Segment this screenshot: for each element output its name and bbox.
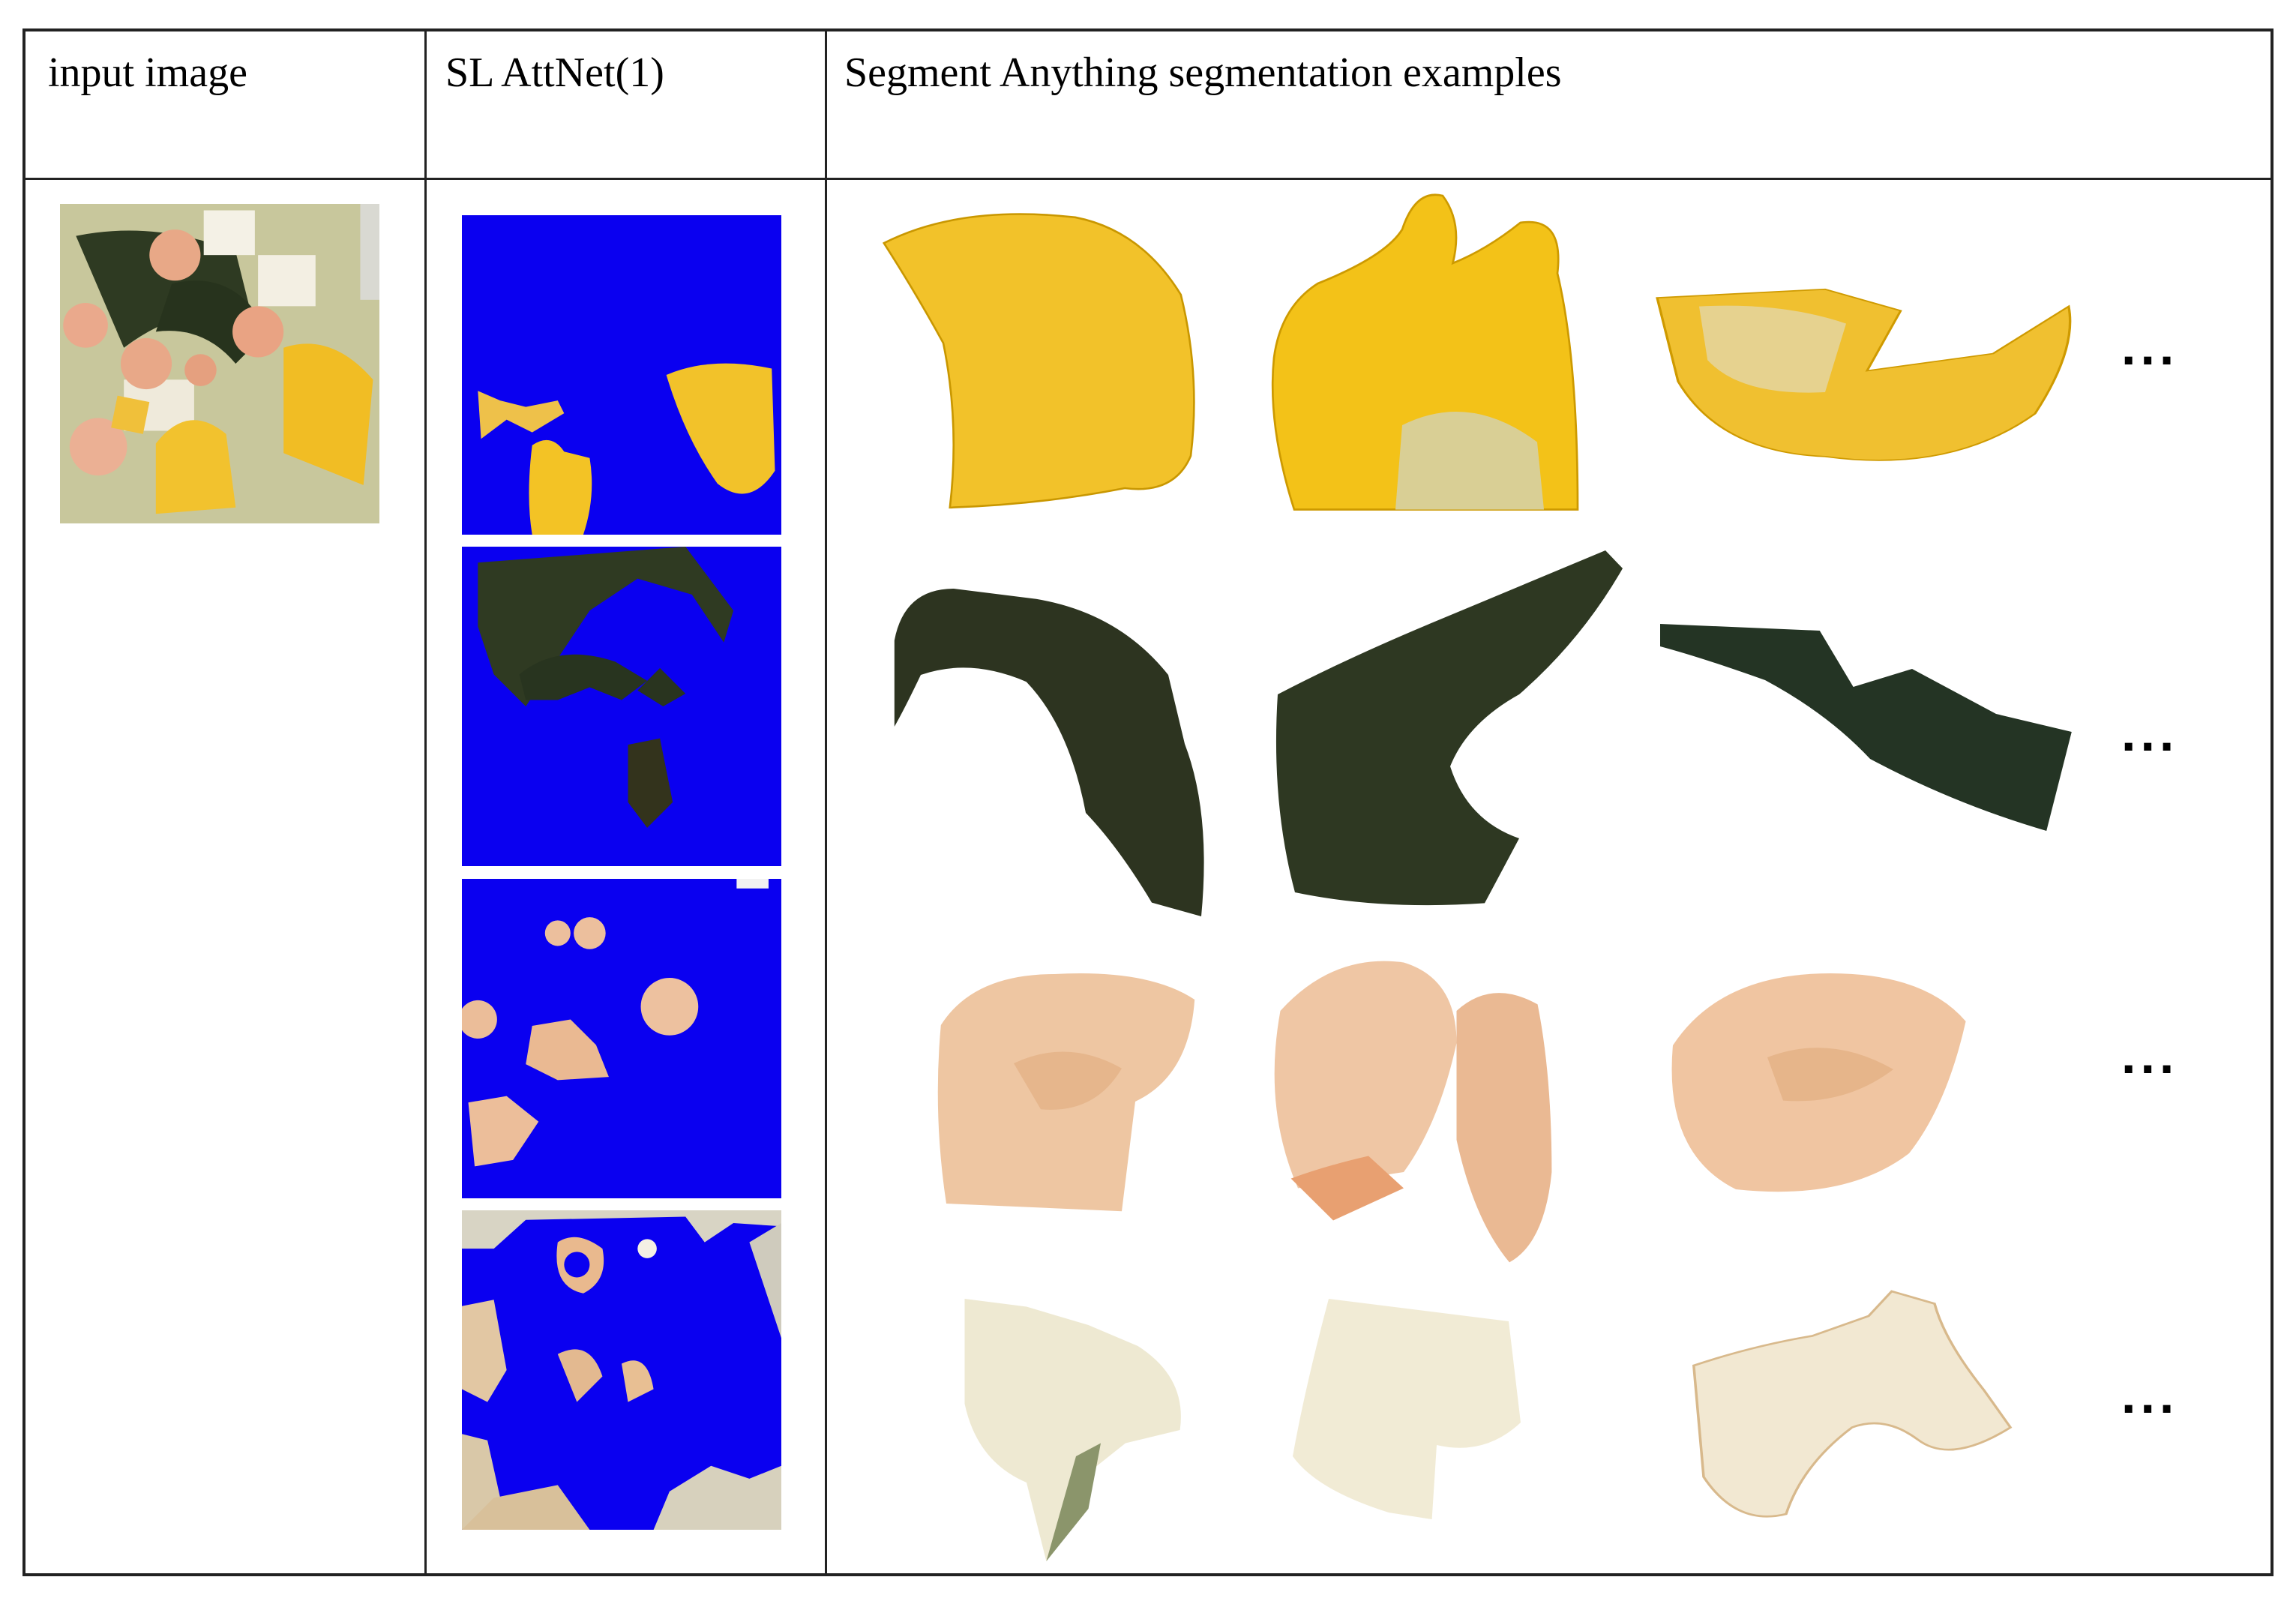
input-image xyxy=(60,204,379,523)
column-divider-2 xyxy=(825,31,827,1573)
sam-shrimp-2 xyxy=(1263,946,1615,1269)
sam-kelp-2 xyxy=(1275,550,1623,910)
mask-tofu xyxy=(462,1210,781,1530)
sam-tofu-2 xyxy=(1293,1299,1533,1524)
ellipsis-row-2: ... xyxy=(2121,703,2179,762)
sam-kelp-1 xyxy=(888,571,1218,916)
mask-shrimp xyxy=(462,879,781,1198)
ellipsis-row-3: ... xyxy=(2121,1026,2179,1084)
mask-corn xyxy=(462,215,781,535)
sam-corn-2 xyxy=(1267,189,1605,526)
sam-tofu-3 xyxy=(1687,1290,2017,1539)
sam-kelp-3 xyxy=(1660,624,2080,849)
sam-shrimp-1 xyxy=(933,961,1203,1216)
sam-shrimp-3 xyxy=(1657,961,1972,1201)
header-segment-anything: Segment Anything segmentation examples xyxy=(844,49,1562,96)
sam-corn-3 xyxy=(1656,285,2077,499)
mask-kelp xyxy=(462,547,781,866)
ellipsis-row-1: ... xyxy=(2121,317,2179,376)
sam-tofu-1 xyxy=(952,1299,1200,1561)
header-divider xyxy=(25,178,2271,180)
header-sl-attnet: SL AttNet(1) xyxy=(445,49,664,96)
column-divider-1 xyxy=(424,31,427,1573)
header-input-image: input image xyxy=(48,49,247,96)
sam-corn-1 xyxy=(877,198,1207,520)
figure-table: input image SL AttNet(1) Segment Anythin… xyxy=(22,28,2274,1576)
ellipsis-row-4: ... xyxy=(2121,1366,2179,1424)
